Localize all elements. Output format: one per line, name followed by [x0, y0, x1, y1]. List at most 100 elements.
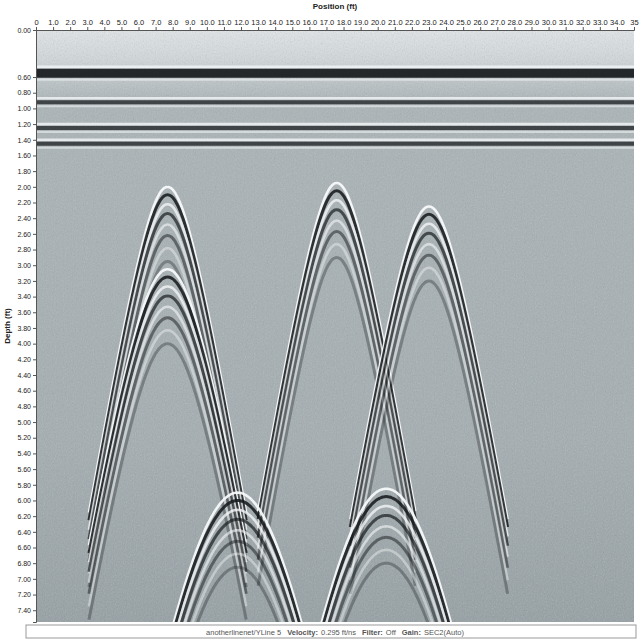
y-tick-mark	[33, 563, 36, 564]
x-tick: 18.0	[337, 18, 352, 30]
hyperbola-ring	[350, 224, 507, 537]
x-tick-label: 1.0	[48, 18, 58, 27]
y-tick: 1.80	[17, 168, 36, 175]
y-tick: 2.80	[17, 246, 36, 253]
x-tick-label: 12.0	[234, 18, 249, 27]
y-tick: 4.40	[17, 372, 36, 379]
x-tick-label: 17.0	[320, 18, 335, 27]
y-tick-mark	[33, 469, 36, 470]
y-tick-mark	[33, 579, 36, 580]
y-tick: 3.40	[17, 293, 36, 300]
y-tick-mark	[33, 438, 36, 439]
layer-light	[36, 147, 634, 149]
x-tick-mark	[600, 27, 601, 30]
x-tick-label: 24.0	[439, 18, 454, 27]
footer-value: 0.295 ft/ns	[321, 628, 356, 637]
y-tick-mark	[33, 281, 36, 282]
y-tick-mark	[33, 485, 36, 486]
hyperbola-ring	[89, 318, 246, 594]
x-tick-mark	[70, 27, 71, 30]
y-tick-label: 4.00	[17, 340, 31, 347]
hyperbola-ring	[258, 232, 415, 560]
y-tick-mark	[33, 453, 36, 454]
footer-value: SEC2(Auto)	[424, 628, 465, 637]
y-tick-mark	[33, 500, 36, 501]
y-tick: 4.20	[17, 356, 36, 363]
hyperbola-ring	[159, 530, 316, 622]
x-tick-label: 35	[630, 18, 638, 27]
y-tick-label: 2.40	[17, 215, 31, 222]
y-tick: 5.20	[17, 434, 36, 441]
y-tick: 0.80	[17, 89, 36, 96]
x-tick: 16.0	[303, 18, 318, 30]
x-tick: 25.0	[456, 18, 471, 30]
x-tick-label: 6.0	[134, 18, 144, 27]
x-tick-mark	[190, 27, 191, 30]
y-tick: 3.20	[17, 278, 36, 285]
x-tick-mark	[258, 27, 259, 30]
x-tick-label: 13.0	[251, 18, 266, 27]
y-tick-mark	[33, 265, 36, 266]
layers	[36, 67, 634, 148]
x-tick-label: 34.0	[610, 18, 625, 27]
layer-light	[36, 79, 634, 81]
y-tick-label: 3.80	[17, 325, 31, 332]
x-tick-mark	[224, 27, 225, 30]
y-tick-label: 1.40	[17, 137, 31, 144]
y-tick: 1.60	[17, 152, 36, 159]
x-tick: 22.0	[405, 18, 420, 30]
footer-label: Gain:	[402, 628, 421, 637]
x-tick-mark	[497, 27, 498, 30]
y-tick: 0.60	[17, 74, 36, 81]
x-axis: 01.02.03.04.05.06.07.08.09.010.011.012.0…	[34, 18, 638, 31]
x-tick-mark	[361, 27, 362, 30]
x-tick-label: 31.0	[559, 18, 574, 27]
chart: 01.02.03.04.05.06.07.08.09.010.011.012.0…	[0, 0, 640, 640]
x-tick: 32.0	[576, 18, 591, 30]
y-tick-label: 1.60	[17, 152, 31, 159]
y-tick-label: 4.60	[17, 387, 31, 394]
hyperbola-ring	[89, 286, 246, 562]
x-tick: 12.0	[234, 18, 249, 30]
y-tick-mark	[33, 344, 36, 345]
y-tick: 6.00	[17, 497, 36, 504]
y-tick-mark	[33, 140, 36, 141]
y-tick: 5.60	[17, 466, 36, 473]
x-tick-mark	[463, 27, 464, 30]
hyperbola-ring	[89, 344, 246, 620]
y-tick-label: 5.60	[17, 466, 31, 473]
y-tick-label: 1.00	[17, 105, 31, 112]
y-tick: 4.80	[17, 403, 36, 410]
x-tick: 19.0	[354, 18, 369, 30]
x-tick: 20.0	[371, 18, 386, 30]
y-tick-mark	[33, 250, 36, 251]
x-tick: 21.0	[388, 18, 403, 30]
x-tick-label: 28.0	[508, 18, 523, 27]
y-tick: 2.60	[17, 231, 36, 238]
footer-file: anotherlinenet/YLine 5	[206, 628, 281, 637]
hyperbola-ring	[350, 281, 507, 594]
y-tick-label: 5.40	[17, 450, 31, 457]
x-axis-title: Position (ft)	[313, 2, 358, 11]
x-tick: 26.0	[473, 18, 488, 30]
x-tick-mark	[514, 27, 515, 30]
x-tick-label: 33.0	[593, 18, 608, 27]
y-tick: 7.40	[17, 607, 36, 614]
y-tick-mark	[33, 516, 36, 517]
x-tick: 3.0	[83, 18, 93, 30]
y-tick: 7.20	[17, 591, 36, 598]
x-tick-mark	[156, 27, 157, 30]
x-tick: 1.0	[48, 18, 58, 30]
y-tick-mark	[33, 359, 36, 360]
x-tick-label: 4.0	[100, 18, 110, 27]
y-tick-label: 3.60	[17, 309, 31, 316]
y-tick-mark	[33, 422, 36, 423]
y-tick: 2.00	[17, 184, 36, 191]
y-tick-mark	[33, 203, 36, 204]
y-tick-label: 7.00	[17, 576, 31, 583]
y-tick-label: 2.80	[17, 246, 31, 253]
footer-value: Off	[386, 628, 397, 637]
x-tick-mark	[104, 27, 105, 30]
x-tick-mark	[275, 27, 276, 30]
y-tick: 4.60	[17, 387, 36, 394]
